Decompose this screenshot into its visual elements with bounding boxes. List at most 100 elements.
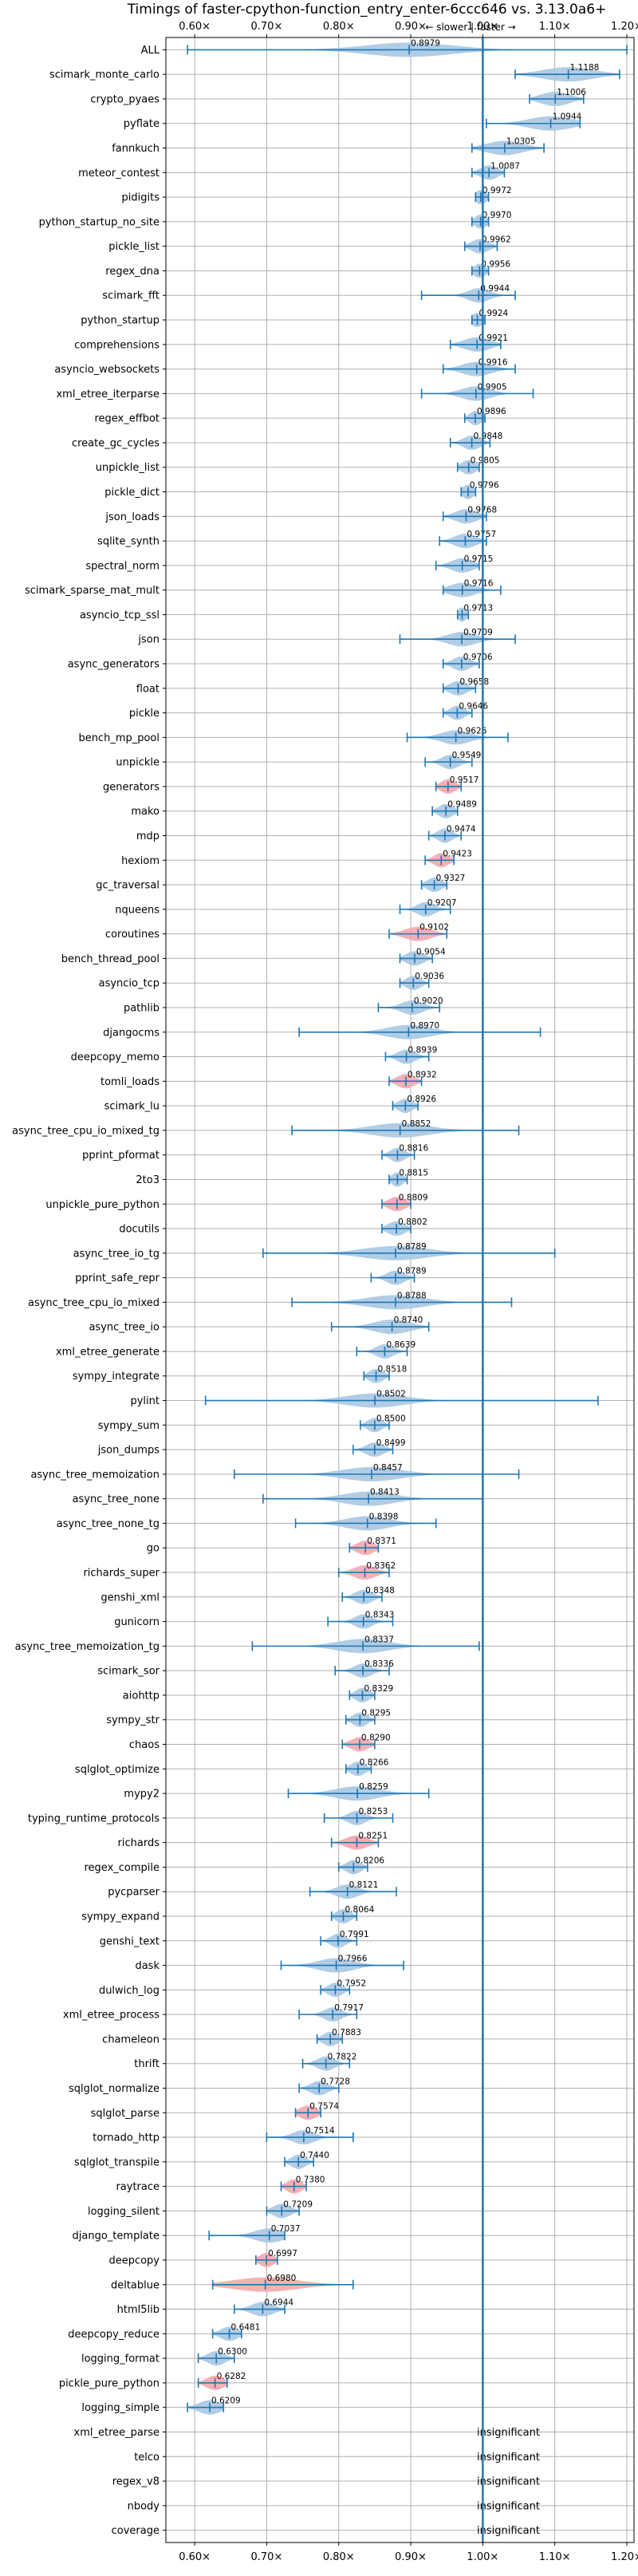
benchmark-label: asyncio_tcp_ssl xyxy=(80,609,160,621)
benchmark-row: pyflate 1.0944 xyxy=(124,112,582,131)
benchmark-label: deltablue xyxy=(111,2279,160,2291)
benchmark-row: json 0.9709 xyxy=(137,628,516,647)
benchmark-label: gunicorn xyxy=(114,1616,160,1628)
benchmark-label: deepcopy xyxy=(108,2254,160,2266)
benchmark-row: scimark_lu 0.8926 xyxy=(104,1095,436,1114)
benchmark-row: logging_simple 0.6209 xyxy=(81,2397,241,2415)
benchmark-label: richards xyxy=(118,1837,160,1849)
benchmark-row: telco insignificant xyxy=(134,2452,540,2464)
benchmark-label: xml_etree_iterparse xyxy=(56,389,160,400)
benchmark-row: xml_etree_parse insignificant xyxy=(74,2427,540,2439)
benchmark-row: async_tree_cpu_io_mixed_tg 0.8852 xyxy=(12,1119,520,1138)
benchmark-label: python_startup_no_site xyxy=(39,216,160,228)
value-label: 0.9805 xyxy=(471,456,500,466)
benchmark-label: dulwich_log xyxy=(99,1985,160,1997)
benchmark-row: async_tree_none 0.8413 xyxy=(73,1488,484,1506)
value-label: 0.9549 xyxy=(452,751,482,760)
benchmark-label: djangocms xyxy=(103,1027,160,1039)
value-label: 0.8337 xyxy=(364,1635,394,1644)
benchmark-row: logging_silent 0.7209 xyxy=(88,2199,313,2219)
value-label: 0.8329 xyxy=(364,1684,393,1694)
benchmark-label: sqlite_synth xyxy=(97,536,160,548)
value-label: 0.9715 xyxy=(464,554,494,564)
benchmark-row: tornado_http 0.7514 xyxy=(93,2126,354,2145)
benchmark-label: deepcopy_memo xyxy=(71,1051,160,1063)
benchmark-row: tomli_loads 0.8932 xyxy=(100,1070,437,1089)
benchmark-row: async_tree_cpu_io_mixed 0.8788 xyxy=(28,1291,513,1310)
benchmark-label: scimark_monte_carlo xyxy=(49,69,160,81)
benchmark-row: regex_effbot 0.9896 xyxy=(94,407,506,426)
benchmark-row: 2to3 0.8815 xyxy=(136,1168,428,1187)
benchmark-row: comprehensions 0.9921 xyxy=(74,333,508,352)
benchmark-row: xml_etree_iterparse 0.9905 xyxy=(56,382,534,401)
benchmark-row: djangocms 0.8970 xyxy=(103,1021,542,1039)
benchmark-row: asyncio_websockets 0.9916 xyxy=(54,358,516,377)
value-label: 0.9646 xyxy=(459,702,488,712)
benchmark-label: async_tree_none xyxy=(73,1493,160,1505)
benchmark-label: pylint xyxy=(130,1395,160,1407)
benchmark-label: ALL xyxy=(141,45,160,57)
benchmark-label: async_tree_io xyxy=(89,1322,160,1334)
benchmark-row: genshi_text 0.7991 xyxy=(100,1930,369,1948)
benchmark-row: richards_super 0.8362 xyxy=(83,1561,396,1580)
value-label: 0.8253 xyxy=(359,1807,388,1817)
benchmark-label: dask xyxy=(135,1960,160,1972)
value-label: 0.7917 xyxy=(334,2003,364,2013)
benchmark-row: bench_mp_pool 0.9626 xyxy=(78,726,509,745)
benchmark-label: nqueens xyxy=(115,904,160,916)
value-label: 0.8290 xyxy=(361,1734,391,1743)
value-label: 0.8206 xyxy=(355,1856,384,1865)
value-label: 0.9970 xyxy=(482,211,512,220)
value-label: 0.9327 xyxy=(436,874,466,883)
benchmark-row: pidigits 0.9972 xyxy=(122,186,512,205)
benchmark-row: pickle 0.9646 xyxy=(129,702,488,720)
benchmark-label: regex_compile xyxy=(84,1862,160,1874)
value-label: 0.8362 xyxy=(366,1561,396,1571)
x-tick-label-top: 1.10× xyxy=(539,21,571,33)
value-label: 0.8926 xyxy=(407,1095,436,1104)
benchmark-label: async_tree_io_tg xyxy=(73,1248,160,1260)
value-label: 1.0305 xyxy=(506,137,536,147)
value-label: 0.9709 xyxy=(463,628,493,637)
benchmark-label: json xyxy=(137,634,160,646)
value-label: 0.9102 xyxy=(419,923,449,933)
value-label: 1.1188 xyxy=(570,63,600,73)
value-label: 0.7966 xyxy=(338,1955,368,1964)
benchmark-label: async_tree_memoization xyxy=(30,1469,160,1481)
benchmark-label: typing_runtime_protocols xyxy=(28,1813,160,1825)
benchmark-row: nqueens 0.9207 xyxy=(115,898,456,917)
benchmark-row: sqlglot_optimize 0.8266 xyxy=(75,1757,389,1777)
value-label: 0.9020 xyxy=(414,996,443,1006)
benchmark-row: sympy_expand 0.8064 xyxy=(81,1905,375,1923)
insignificant-label: insignificant xyxy=(477,2452,540,2464)
benchmark-row: deltablue 0.6980 xyxy=(111,2274,354,2292)
value-label: 0.8789 xyxy=(397,1267,427,1276)
benchmark-label: meteor_contest xyxy=(78,168,160,179)
value-label: 0.7822 xyxy=(328,2053,357,2062)
value-label: 0.8852 xyxy=(402,1119,431,1129)
benchmark-label: sympy_str xyxy=(106,1714,160,1726)
benchmark-label: telco xyxy=(134,2452,160,2464)
benchmark-row: nbody insignificant xyxy=(128,2500,540,2512)
benchmark-label: pickle_pure_python xyxy=(59,2377,160,2389)
benchmark-label: scimark_sparse_mat_mult xyxy=(25,585,160,597)
benchmark-row: typing_runtime_protocols 0.8253 xyxy=(28,1807,394,1825)
benchmark-label: asyncio_tcp xyxy=(99,978,160,990)
benchmark-label: aiohttp xyxy=(123,1690,160,1702)
value-label: 0.6944 xyxy=(264,2298,293,2308)
benchmark-row: scimark_monte_carlo 1.1188 xyxy=(49,63,620,82)
value-label: 0.9489 xyxy=(447,800,477,810)
benchmark-row: deepcopy 0.6997 xyxy=(108,2249,297,2267)
value-label: 0.9972 xyxy=(482,186,512,195)
value-label: 0.8815 xyxy=(399,1168,428,1178)
benchmark-label: pycparser xyxy=(108,1887,160,1899)
benchmark-row: sqlglot_transpile 0.7440 xyxy=(74,2151,329,2169)
value-label: 0.9962 xyxy=(482,235,511,245)
benchmark-label: tomli_loads xyxy=(100,1076,160,1088)
value-label: 0.9924 xyxy=(478,309,508,318)
value-label: 0.9921 xyxy=(478,333,508,343)
benchmark-label: deepcopy_reduce xyxy=(68,2329,160,2341)
benchmark-row: spectral_norm 0.9715 xyxy=(85,554,493,573)
benchmark-label: json_loads xyxy=(104,511,160,523)
